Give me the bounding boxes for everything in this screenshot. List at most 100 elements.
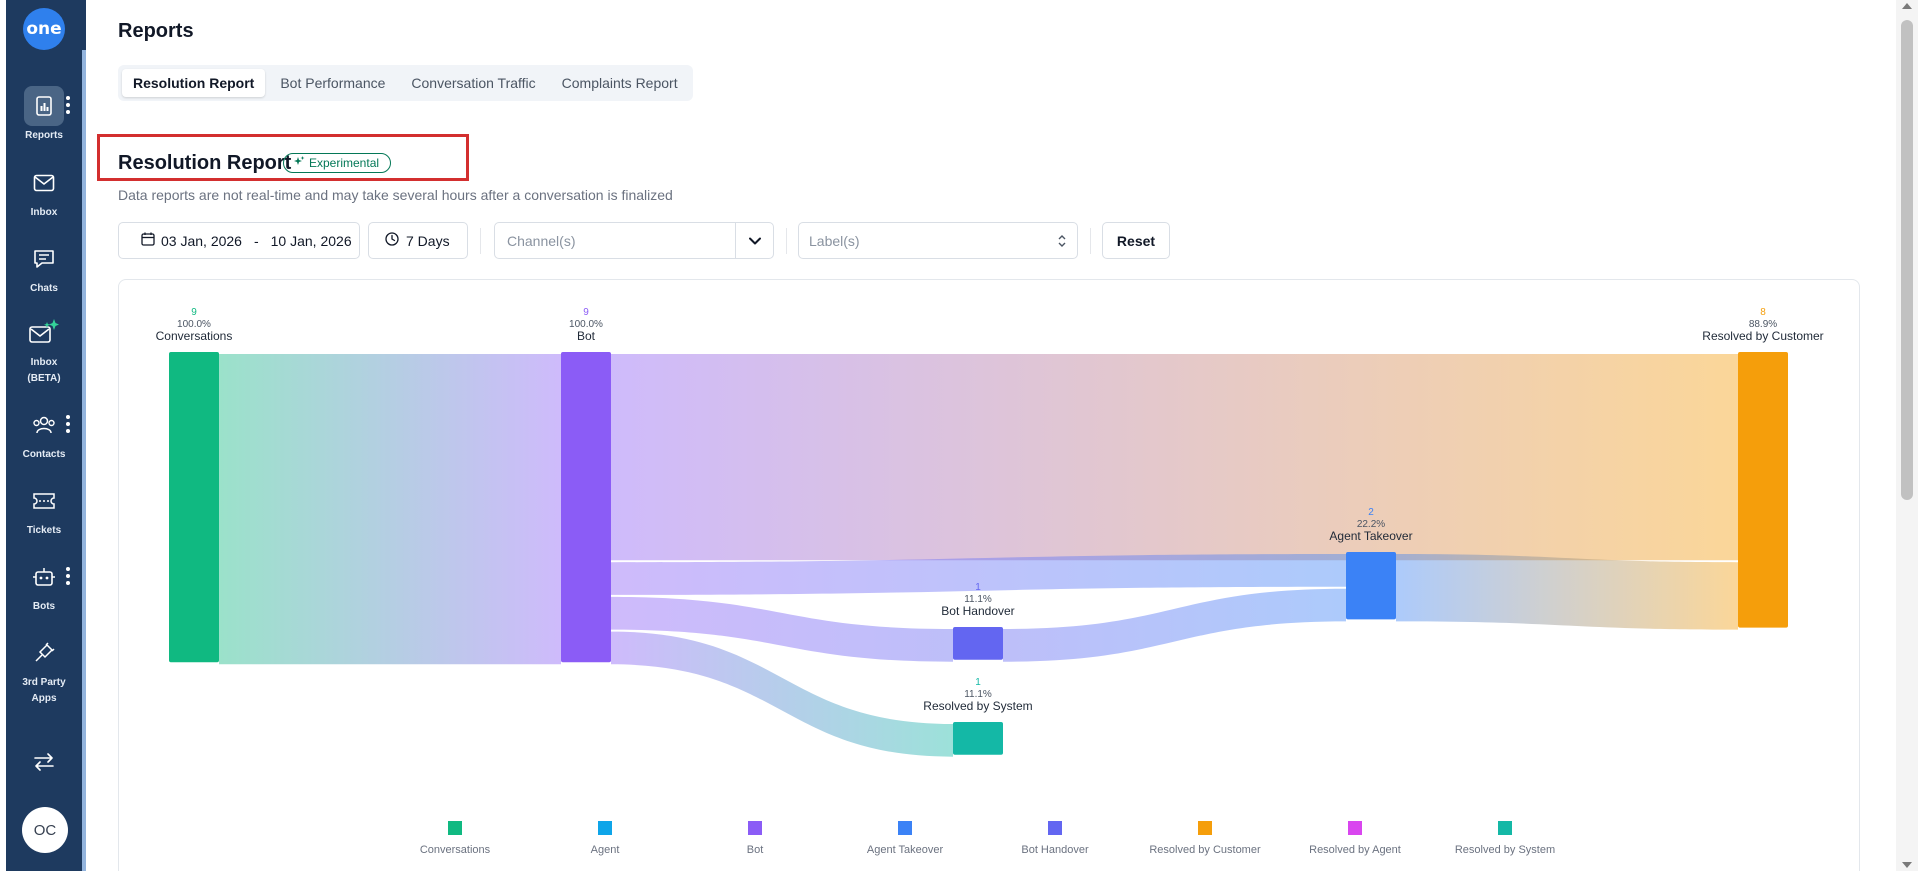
- report-title: Resolution Report: [118, 152, 292, 174]
- scroll-up-arrow-icon[interactable]: [1902, 3, 1912, 9]
- sidebar-item-tickets[interactable]: Tickets: [6, 481, 82, 539]
- sidebar-item-bots[interactable]: Bots: [6, 557, 82, 615]
- page-title: Reports: [118, 20, 194, 42]
- sankey-node-conversations[interactable]: [169, 352, 219, 663]
- sidebar-item-inbox[interactable]: Inbox: [6, 163, 82, 221]
- sankey-node-resolved_customer[interactable]: [1738, 352, 1788, 628]
- sankey-link-bot-to-resolved_system[interactable]: [611, 631, 953, 757]
- contacts-more-icon[interactable]: [66, 415, 70, 435]
- sidebar-stripe: [0, 0, 6, 871]
- legend-swatch-4[interactable]: [1048, 821, 1062, 835]
- date-start: 03 Jan, 2026: [161, 232, 242, 249]
- legend-label[interactable]: Resolved by Agent: [1309, 844, 1401, 856]
- range-label: 7 Days: [406, 232, 450, 249]
- sidebar-item-label: Inbox: [30, 207, 58, 218]
- switch-account-button[interactable]: [6, 742, 82, 782]
- sidebar-item-inbox-beta[interactable]: Inbox (BETA): [6, 313, 82, 387]
- legend-swatch-2[interactable]: [748, 821, 762, 835]
- sankey-node-percent: 88.9%: [1749, 319, 1777, 330]
- sankey-node-value: 1: [975, 582, 981, 593]
- sankey-link-bot-to-resolved_customer[interactable]: [611, 354, 1738, 561]
- sankey-link-bot-to-agent_takeover[interactable]: [611, 554, 1346, 595]
- sankey-node-bot[interactable]: [561, 352, 611, 663]
- highlight-annotation: [97, 134, 469, 181]
- sankey-node-bot_handover[interactable]: [953, 627, 1003, 660]
- legend-swatch-7[interactable]: [1498, 821, 1512, 835]
- legend-label[interactable]: Bot Handover: [1021, 844, 1089, 856]
- sidebar-item-chats[interactable]: Chats: [6, 239, 82, 297]
- sankey-link-agent_takeover-to-resolved_customer[interactable]: [1396, 554, 1738, 630]
- bots-more-icon[interactable]: [66, 567, 70, 587]
- legend-label[interactable]: Agent: [591, 844, 620, 856]
- date-range-picker[interactable]: 03 Jan, 2026 - 10 Jan, 2026: [118, 222, 360, 259]
- reports-more-icon[interactable]: [66, 96, 70, 116]
- resolution-chart-card: 9 100.0% Conversations 9 100.0% Bot 1 11.1% Bot …: [118, 279, 1860, 871]
- sidebar-item-reports[interactable]: Reports: [6, 86, 82, 144]
- tickets-icon: [24, 481, 64, 521]
- sankey-node-name: Agent Takeover: [1329, 529, 1412, 543]
- sankey-node-value: 9: [191, 307, 197, 318]
- sankey-node-percent: 11.1%: [964, 594, 992, 605]
- sidebar-item-3rd-party-apps[interactable]: 3rd Party Apps: [6, 633, 82, 707]
- date-separator: -: [253, 232, 259, 249]
- clock-icon: [385, 232, 399, 249]
- sidebar-item-label: Reports: [25, 130, 63, 141]
- sidebar-item-contacts[interactable]: Contacts: [6, 405, 82, 463]
- range-preset-button[interactable]: 7 Days: [368, 222, 468, 259]
- label-placeholder: Label(s): [809, 232, 860, 249]
- sankey-link-bot_handover-to-agent_takeover[interactable]: [1003, 588, 1346, 662]
- sankey-node-percent: 11.1%: [964, 689, 992, 700]
- sidebar-item-label: Contacts: [22, 449, 66, 460]
- chevron-down-icon[interactable]: [735, 223, 773, 258]
- tab-complaints-report[interactable]: Complaints Report: [561, 75, 678, 91]
- sankey-node-agent_takeover[interactable]: [1346, 552, 1396, 620]
- sidebar-item-label: Bots: [32, 601, 56, 612]
- inbox-beta-icon: [24, 313, 64, 353]
- sankey-node-name: Resolved by Customer: [1702, 329, 1823, 343]
- page-scrollbar[interactable]: [1896, 0, 1918, 871]
- tab-resolution-report[interactable]: Resolution Report: [122, 69, 266, 97]
- sidebar-item-label: Inbox (BETA): [27, 357, 61, 384]
- sankey-link-bot-to-bot_handover[interactable]: [611, 596, 953, 662]
- reset-button[interactable]: Reset: [1102, 222, 1170, 259]
- sankey-node-value: 9: [583, 307, 589, 318]
- scrollbar-thumb[interactable]: [1901, 20, 1913, 500]
- chats-icon: [24, 239, 64, 279]
- sankey-node-name: Resolved by System: [923, 699, 1032, 713]
- avatar[interactable]: OC: [22, 807, 68, 853]
- chevron-updown-icon: [1057, 233, 1067, 252]
- app-logo[interactable]: one: [23, 8, 65, 50]
- sankey-node-value: 1: [975, 677, 981, 688]
- date-end: 10 Jan, 2026: [270, 232, 352, 249]
- sidebar-item-label: 3rd Party Apps: [22, 677, 66, 704]
- channel-select[interactable]: Channel(s): [494, 222, 774, 259]
- legend-label[interactable]: Agent Takeover: [867, 844, 944, 856]
- legend-label[interactable]: Bot: [747, 844, 764, 856]
- contacts-icon: [24, 405, 64, 445]
- experimental-badge: Experimental: [283, 153, 392, 173]
- tab-bot-performance[interactable]: Bot Performance: [280, 75, 386, 91]
- label-select[interactable]: Label(s): [798, 222, 1078, 259]
- sidebar: one Reports Inbox Chats Inbox (BETA): [0, 0, 86, 871]
- inbox-icon: [24, 163, 64, 203]
- badge-label: Experimental: [309, 156, 380, 170]
- sankey-node-name: Bot Handover: [941, 604, 1014, 618]
- legend-swatch-0[interactable]: [448, 821, 462, 835]
- plug-icon: [24, 633, 64, 673]
- sankey-link-conversations-to-bot[interactable]: [219, 354, 561, 665]
- switch-icon: [24, 742, 64, 782]
- legend-swatch-3[interactable]: [898, 821, 912, 835]
- sankey-node-name: Conversations: [156, 329, 233, 343]
- legend-label[interactable]: Resolved by Customer: [1149, 844, 1261, 856]
- legend-swatch-6[interactable]: [1348, 821, 1362, 835]
- sankey-node-value: 2: [1368, 507, 1374, 518]
- legend-swatch-1[interactable]: [598, 821, 612, 835]
- report-subtitle: Data reports are not real-time and may t…: [118, 187, 673, 203]
- legend-label[interactable]: Resolved by System: [1455, 844, 1555, 856]
- sidebar-item-label: Tickets: [26, 525, 62, 536]
- sankey-node-resolved_system[interactable]: [953, 722, 1003, 755]
- legend-swatch-5[interactable]: [1198, 821, 1212, 835]
- legend-label[interactable]: Conversations: [420, 844, 491, 856]
- scroll-down-arrow-icon[interactable]: [1902, 862, 1912, 868]
- tab-conversation-traffic[interactable]: Conversation Traffic: [411, 75, 536, 91]
